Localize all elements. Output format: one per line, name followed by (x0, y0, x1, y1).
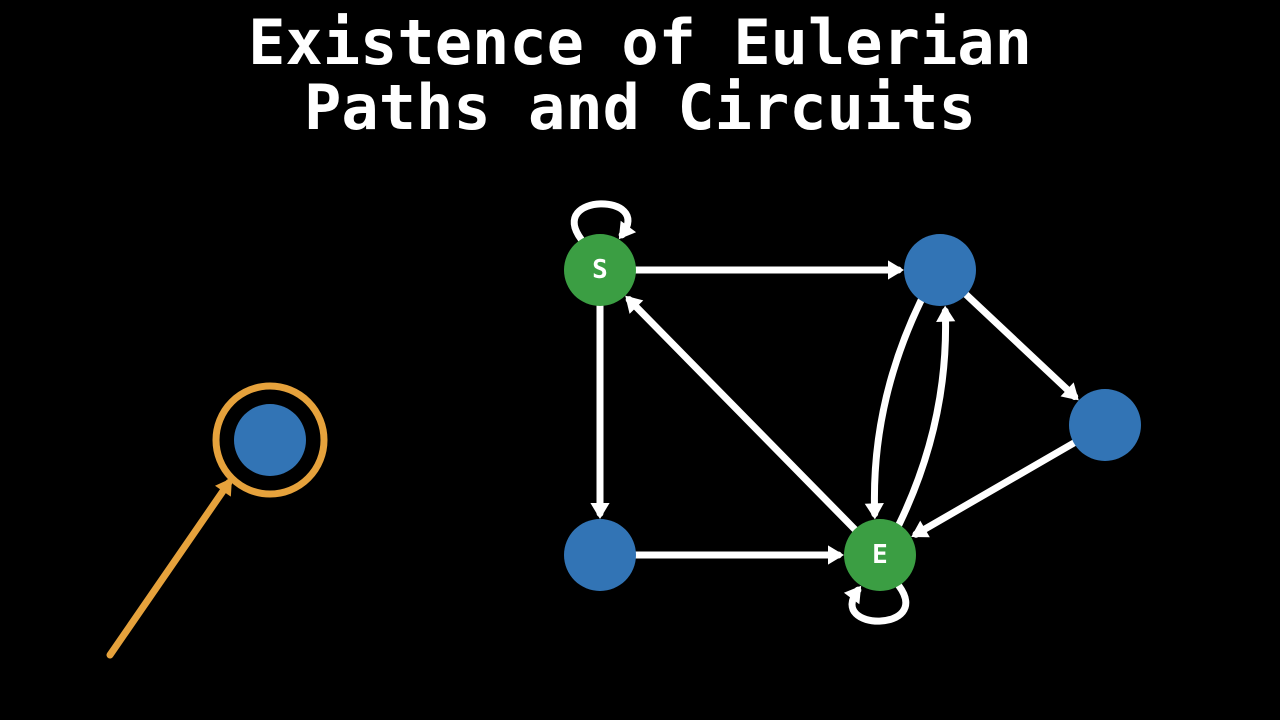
graph-diagram: SE (0, 0, 1280, 720)
graph-node: S (564, 234, 636, 306)
edge (966, 295, 1079, 401)
edge (590, 306, 609, 519)
edge (636, 545, 844, 564)
svg-text:S: S (592, 255, 608, 285)
self-loop (574, 204, 636, 239)
highlight-pointer (110, 478, 232, 655)
graph-node (564, 519, 636, 591)
graph-node (1069, 389, 1141, 461)
svg-text:E: E (872, 540, 888, 570)
edge (636, 260, 904, 279)
stage: Existence of Eulerian Paths and Circuits… (0, 0, 1280, 720)
edge (625, 296, 855, 530)
graph-node: E (844, 519, 916, 591)
graph-node (234, 404, 306, 476)
self-loop (844, 586, 906, 621)
edge (911, 443, 1074, 537)
graph-node (904, 234, 976, 306)
